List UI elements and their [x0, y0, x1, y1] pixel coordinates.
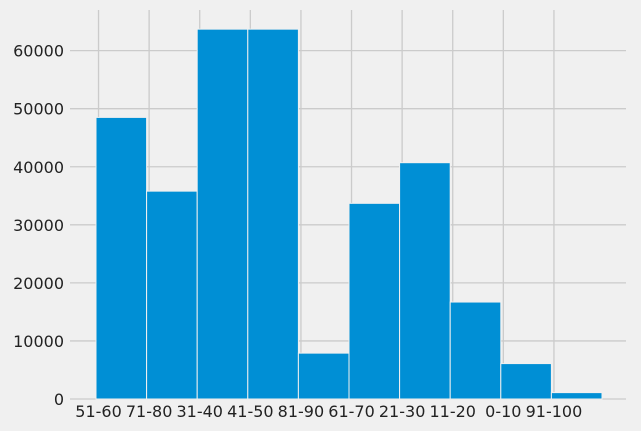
bar-51-60 — [95, 116, 148, 400]
bar-81-90 — [297, 352, 350, 400]
bar-61-70 — [348, 202, 401, 400]
x-tick-label: 71-80 — [126, 402, 173, 421]
x-tick-label: 61-70 — [328, 402, 375, 421]
bar-31-40 — [196, 28, 249, 400]
y-tick-label: 40000 — [13, 158, 64, 177]
x-tick-label: 41-50 — [227, 402, 274, 421]
y-tick-label: 50000 — [13, 100, 64, 119]
bar-91-100 — [550, 392, 603, 400]
x-tick-label: 81-90 — [278, 402, 325, 421]
bar-41-50 — [247, 28, 299, 400]
bar-11-20 — [449, 301, 502, 400]
y-tick-label: 30000 — [13, 216, 64, 235]
x-tick-label: 31-40 — [176, 402, 223, 421]
bars — [95, 28, 603, 400]
x-tick-label: 21-30 — [379, 402, 426, 421]
x-axis-ticks: 51-60 71-80 31-40 41-50 81-90 61-70 21-30 11-20… — [75, 402, 582, 421]
y-tick-label: 10000 — [13, 332, 64, 351]
x-tick-label: 91-100 — [526, 402, 583, 421]
x-tick-label: 11-20 — [429, 402, 476, 421]
bar-0-10 — [500, 363, 552, 400]
x-tick-label: 0-10 — [485, 402, 521, 421]
y-tick-label: 0 — [54, 390, 64, 409]
y-tick-label: 60000 — [13, 42, 64, 61]
bar-71-80 — [146, 190, 198, 400]
x-tick-label: 51-60 — [75, 402, 122, 421]
y-tick-label: 20000 — [13, 274, 64, 293]
bar-21-30 — [399, 162, 451, 400]
y-axis-ticks: 0 10000 20000 30000 40000 50000 60000 — [13, 42, 64, 409]
